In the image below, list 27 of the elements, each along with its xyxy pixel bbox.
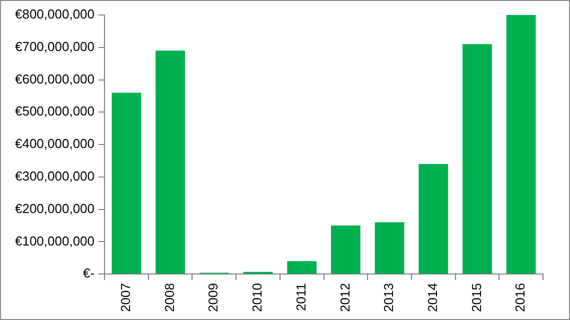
x-tick-label: 2009 [206,283,221,312]
y-tick-label: €700,000,000 [14,38,95,54]
y-tick-label: €300,000,000 [14,168,95,184]
y-tick-label: €100,000,000 [14,233,95,248]
x-tick-label: 2013 [381,283,396,312]
x-tick-label: 2008 [162,283,177,312]
x-tick-label: 2015 [468,283,484,312]
y-tick-label: €800,000,000 [14,6,95,22]
x-tick-label: 2010 [250,283,265,312]
y-tick-label: €500,000,000 [14,104,95,119]
x-tick-label: 2007 [118,283,134,312]
bar [330,226,360,274]
bar [112,92,142,274]
bar [287,261,317,274]
bar [506,15,536,274]
x-tick-label: 2014 [424,283,440,312]
x-tick-label: 2012 [337,283,352,312]
bar [462,44,492,274]
y-tick-label: €400,000,000 [14,136,95,152]
x-tick-label: 2016 [512,283,528,312]
y-tick-label: €200,000,000 [14,200,95,216]
y-tick-label: €- [82,266,95,281]
bar [418,164,448,274]
x-tick-label: 2011 [293,283,308,312]
bar [374,222,404,274]
bar [156,50,185,274]
y-tick-label: €600,000,000 [14,71,95,86]
